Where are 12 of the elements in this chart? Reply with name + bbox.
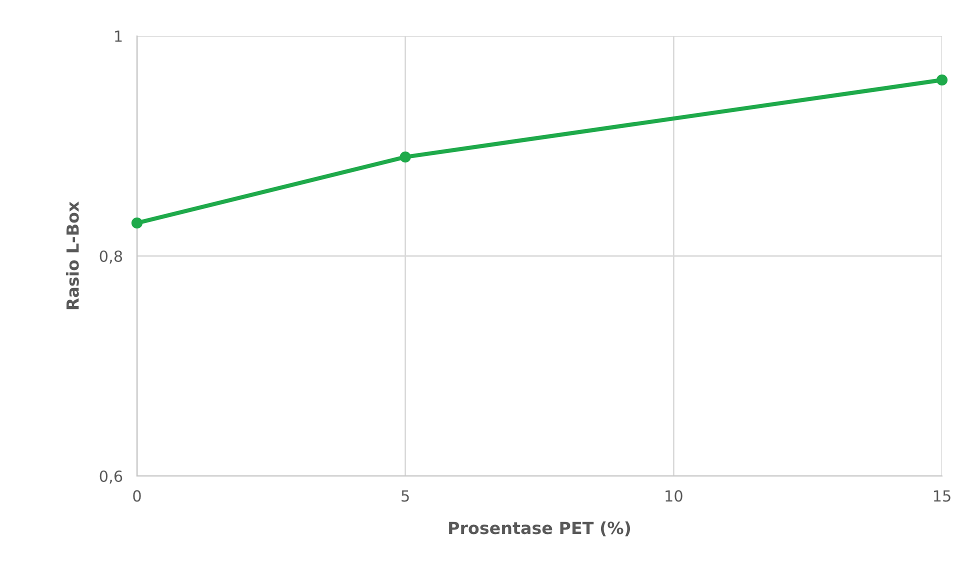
y-tick-label: 0,6: [100, 470, 122, 484]
x-tick-label: 0: [133, 490, 141, 502]
x-tick-label: 10: [666, 490, 682, 502]
x-tick-label: 15: [934, 490, 950, 502]
y-tick-label: 1: [115, 30, 122, 42]
x-tick-label: 5: [402, 490, 409, 502]
point: [131, 217, 143, 229]
point: [400, 151, 411, 163]
point: [936, 74, 948, 86]
y-tick-label: 0,8: [100, 250, 122, 264]
x-axis-title: Prosentase PET (%): [449, 521, 630, 536]
y-axis-title: Rasio L-Box: [66, 202, 79, 310]
